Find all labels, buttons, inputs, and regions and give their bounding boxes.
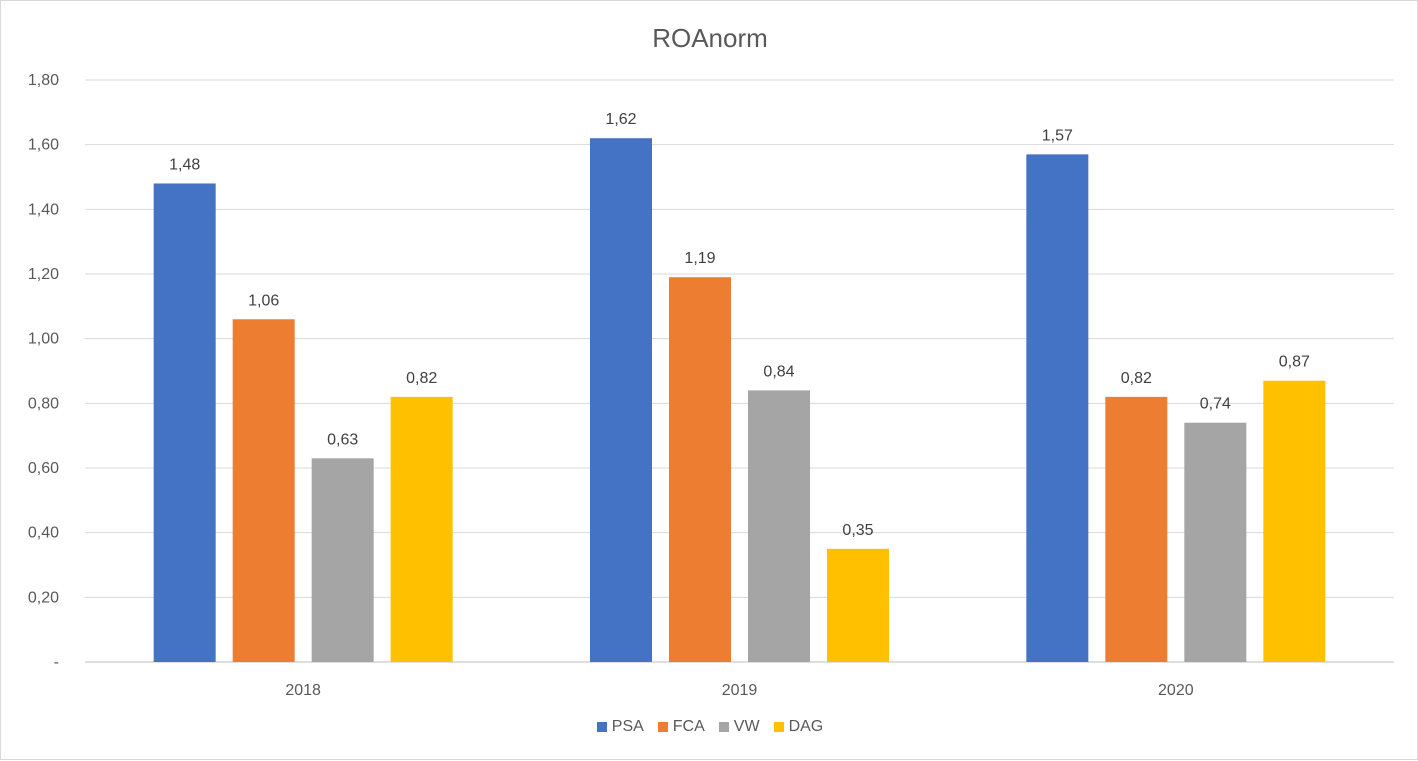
- legend-swatch: [596, 722, 607, 732]
- data-label: 0,63: [327, 431, 358, 448]
- y-tick-label: 0,80: [28, 395, 59, 412]
- y-tick-label: 0,20: [28, 589, 59, 606]
- data-label: 0,35: [842, 522, 873, 539]
- y-tick-label: 1,80: [28, 72, 59, 89]
- data-label: 1,06: [248, 292, 279, 309]
- y-tick-label: -: [54, 654, 59, 671]
- y-tick-label: 0,60: [28, 460, 59, 477]
- legend-label: VW: [733, 718, 760, 735]
- legend-label: PSA: [611, 718, 644, 735]
- y-tick-label: 1,40: [28, 201, 59, 218]
- bar-psa-2020: [1026, 154, 1089, 662]
- x-tick-label: 2020: [1158, 682, 1194, 699]
- bar-dag-2019: [827, 548, 889, 662]
- x-tick-label: 2018: [285, 682, 321, 699]
- legend-item-dag: DAG: [773, 718, 824, 736]
- legend-swatch: [773, 722, 784, 732]
- bar-vw-2020: [1184, 422, 1247, 662]
- x-tick-label: 2019: [722, 682, 758, 699]
- data-label: 0,87: [1279, 354, 1310, 371]
- data-label: 0,82: [406, 370, 437, 387]
- legend-swatch: [657, 722, 668, 732]
- y-tick-label: 0,40: [28, 525, 59, 542]
- bar-vw-2018: [311, 458, 374, 662]
- data-label: 1,62: [605, 111, 636, 128]
- bar-fca-2019: [669, 277, 731, 662]
- data-label: 1,57: [1042, 127, 1073, 144]
- legend-swatch: [718, 722, 729, 732]
- bar-fca-2020: [1105, 396, 1168, 662]
- bar-fca-2018: [232, 319, 295, 662]
- bar-psa-2018: [153, 183, 216, 662]
- legend-item-vw: VW: [718, 718, 760, 736]
- chart-title: ROAnorm: [652, 23, 768, 53]
- data-label: 0,74: [1200, 396, 1231, 413]
- legend-item-fca: FCA: [657, 718, 705, 736]
- legend: PSA FCA VW DAG: [1, 718, 1418, 736]
- bar-dag-2018: [390, 396, 453, 662]
- data-label: 0,84: [763, 363, 794, 380]
- legend-label: DAG: [788, 718, 824, 735]
- y-tick-label: 1,20: [28, 266, 59, 283]
- legend-item-psa: PSA: [596, 718, 644, 736]
- y-tick-label: 1,00: [28, 331, 59, 348]
- data-label: 1,19: [684, 250, 715, 267]
- bar-psa-2019: [590, 138, 652, 662]
- bar-dag-2020: [1263, 380, 1326, 662]
- legend-label: FCA: [672, 718, 705, 735]
- data-label: 1,48: [169, 156, 200, 173]
- data-label: 0,82: [1121, 370, 1152, 387]
- bar-vw-2019: [748, 390, 810, 662]
- y-tick-label: 1,60: [28, 137, 59, 154]
